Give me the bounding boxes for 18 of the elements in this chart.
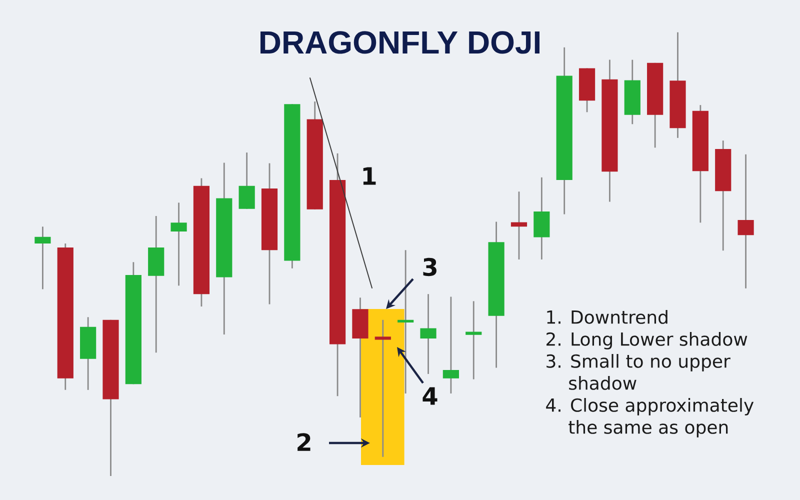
annotation: 3 — [423, 258, 436, 276]
candlestick — [442, 296, 459, 394]
annotation: 4 — [422, 387, 438, 405]
annotation: 1 — [363, 167, 376, 185]
annotation: 1. Downtrend — [547, 310, 668, 324]
chart-title: DRAGONFLY DOJI — [260, 31, 540, 54]
candlestick — [170, 202, 187, 286]
candlestick — [466, 300, 482, 380]
annotation: 3. Small to no upper shadow — [546, 354, 730, 390]
candlestick — [34, 226, 51, 290]
annotation: 2. Long Lower shadow — [546, 332, 748, 350]
annotation: 4. Close approximately the same as open — [546, 398, 754, 438]
candlestick — [738, 154, 754, 290]
candlestick — [374, 319, 391, 458]
candlestick — [510, 190, 528, 260]
candlestick — [420, 293, 436, 375]
candlestick — [238, 152, 255, 210]
annotation: 2 — [298, 433, 310, 451]
